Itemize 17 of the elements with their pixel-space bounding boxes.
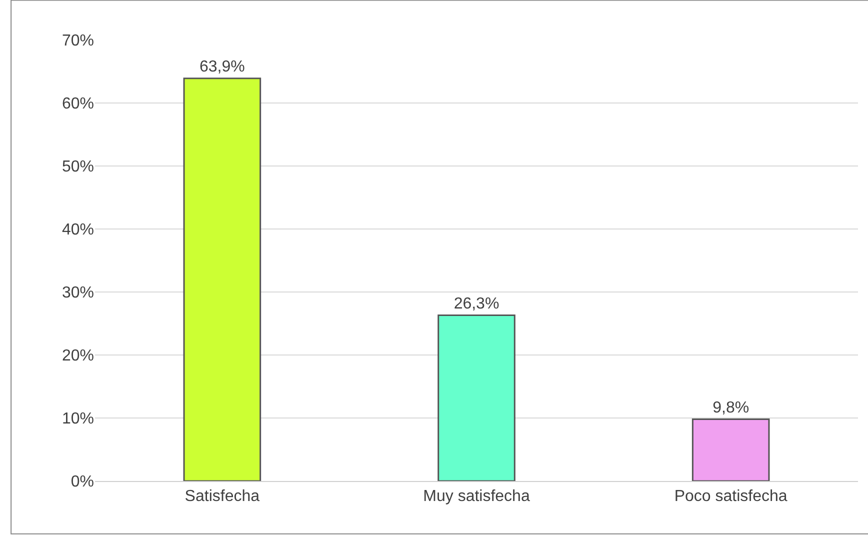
y-tick-label: 0% xyxy=(70,474,94,491)
x-tick-label: Poco satisfecha xyxy=(674,488,788,506)
data-label: 63,9% xyxy=(199,58,245,76)
bar xyxy=(183,78,262,481)
data-label: 9,8% xyxy=(712,399,750,416)
y-tick-label: 70% xyxy=(62,32,94,50)
y-tick-label: 60% xyxy=(62,96,94,113)
x-tick-label: Muy satisfecha xyxy=(423,488,530,506)
y-tick-label: 40% xyxy=(62,222,94,239)
y-tick-label: 50% xyxy=(62,158,94,176)
bar xyxy=(692,418,770,481)
y-tick-label: 20% xyxy=(62,348,94,365)
y-tick-label: 10% xyxy=(62,410,94,428)
y-tick-label: 30% xyxy=(62,284,94,302)
data-label: 26,3% xyxy=(454,295,500,312)
x-tick-label: Satisfecha xyxy=(184,488,260,506)
bar xyxy=(438,314,516,481)
